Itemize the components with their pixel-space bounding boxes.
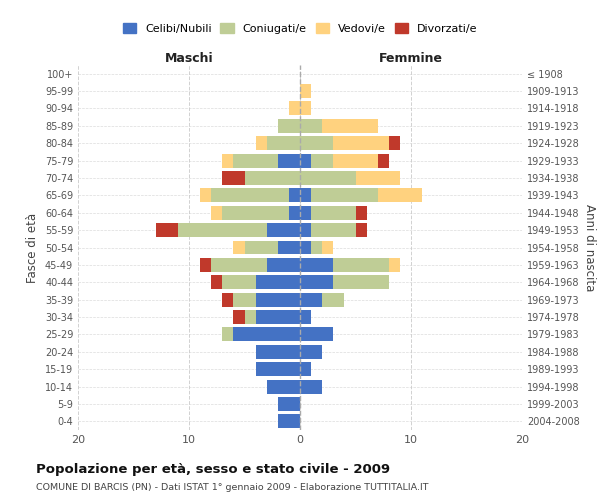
- Bar: [233, 310, 245, 324]
- Bar: [278, 240, 300, 254]
- Bar: [300, 188, 311, 202]
- Bar: [222, 276, 256, 289]
- Bar: [211, 258, 266, 272]
- Bar: [200, 188, 211, 202]
- Bar: [300, 171, 355, 185]
- Bar: [256, 345, 300, 358]
- Bar: [289, 188, 300, 202]
- Bar: [289, 206, 300, 220]
- Bar: [233, 154, 278, 168]
- Bar: [300, 258, 334, 272]
- Bar: [378, 154, 389, 168]
- Bar: [266, 258, 300, 272]
- Bar: [222, 328, 233, 342]
- Bar: [355, 223, 367, 237]
- Bar: [222, 154, 233, 168]
- Bar: [178, 223, 266, 237]
- Bar: [389, 258, 400, 272]
- Bar: [266, 223, 300, 237]
- Bar: [300, 206, 311, 220]
- Bar: [300, 154, 311, 168]
- Bar: [211, 188, 289, 202]
- Bar: [278, 119, 300, 133]
- Bar: [245, 240, 278, 254]
- Bar: [300, 345, 322, 358]
- Bar: [300, 240, 311, 254]
- Bar: [256, 276, 300, 289]
- Text: COMUNE DI BARCIS (PN) - Dati ISTAT 1° gennaio 2009 - Elaborazione TUTTITALIA.IT: COMUNE DI BARCIS (PN) - Dati ISTAT 1° ge…: [36, 484, 428, 492]
- Legend: Celibi/Nubili, Coniugati/e, Vedovi/e, Divorzati/e: Celibi/Nubili, Coniugati/e, Vedovi/e, Di…: [119, 20, 481, 37]
- Bar: [322, 240, 334, 254]
- Bar: [256, 136, 266, 150]
- Bar: [211, 276, 222, 289]
- Bar: [233, 292, 256, 306]
- Bar: [245, 310, 256, 324]
- Bar: [300, 136, 334, 150]
- Bar: [222, 292, 233, 306]
- Bar: [266, 136, 300, 150]
- Bar: [334, 258, 389, 272]
- Bar: [200, 258, 211, 272]
- Bar: [311, 154, 334, 168]
- Bar: [334, 136, 389, 150]
- Y-axis label: Fasce di età: Fasce di età: [26, 212, 39, 282]
- Bar: [300, 380, 322, 394]
- Bar: [355, 171, 400, 185]
- Bar: [322, 292, 344, 306]
- Bar: [378, 188, 422, 202]
- Bar: [256, 362, 300, 376]
- Bar: [256, 310, 300, 324]
- Bar: [389, 136, 400, 150]
- Bar: [334, 154, 378, 168]
- Bar: [222, 206, 289, 220]
- Bar: [289, 102, 300, 116]
- Text: Femmine: Femmine: [379, 52, 443, 65]
- Bar: [300, 223, 311, 237]
- Bar: [355, 206, 367, 220]
- Bar: [278, 154, 300, 168]
- Bar: [300, 119, 322, 133]
- Bar: [278, 414, 300, 428]
- Bar: [256, 292, 300, 306]
- Bar: [311, 188, 378, 202]
- Bar: [233, 328, 300, 342]
- Bar: [322, 119, 378, 133]
- Bar: [300, 102, 311, 116]
- Bar: [245, 171, 300, 185]
- Bar: [300, 362, 311, 376]
- Bar: [334, 276, 389, 289]
- Bar: [300, 328, 334, 342]
- Bar: [300, 292, 322, 306]
- Bar: [311, 206, 355, 220]
- Bar: [311, 240, 322, 254]
- Bar: [300, 276, 334, 289]
- Bar: [300, 310, 311, 324]
- Bar: [233, 240, 245, 254]
- Bar: [223, 171, 245, 185]
- Text: Popolazione per età, sesso e stato civile - 2009: Popolazione per età, sesso e stato civil…: [36, 462, 390, 475]
- Bar: [311, 223, 355, 237]
- Y-axis label: Anni di nascita: Anni di nascita: [583, 204, 596, 291]
- Bar: [211, 206, 222, 220]
- Bar: [156, 223, 178, 237]
- Text: Maschi: Maschi: [164, 52, 214, 65]
- Bar: [278, 397, 300, 411]
- Bar: [266, 380, 300, 394]
- Bar: [300, 84, 311, 98]
